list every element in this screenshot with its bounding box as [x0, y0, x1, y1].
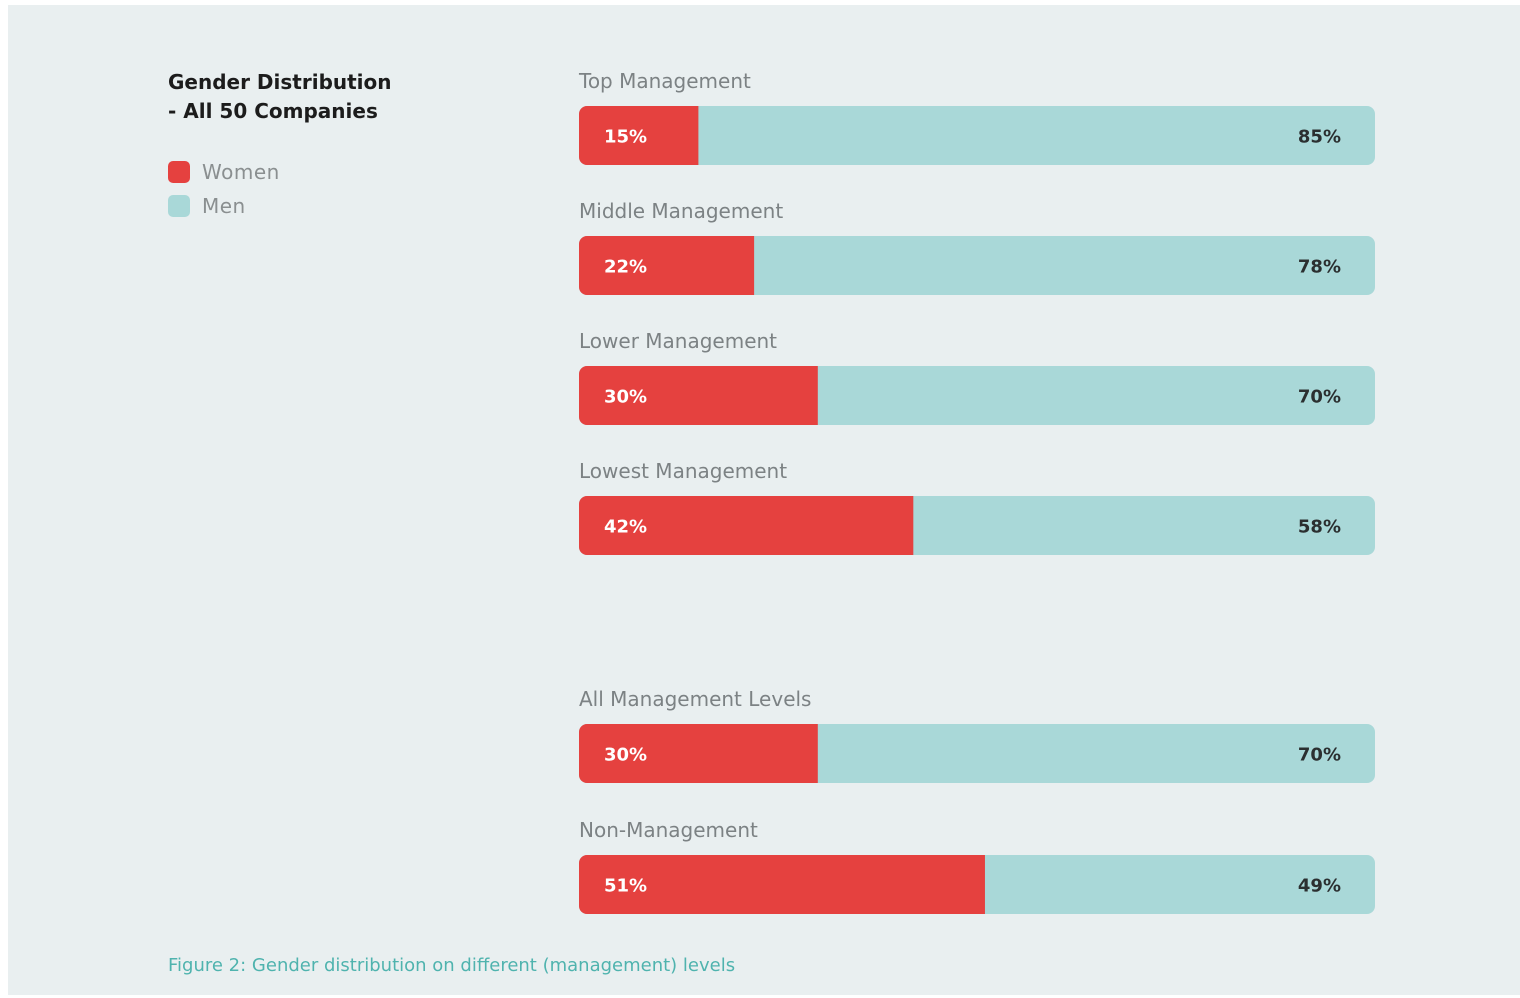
legend-label-women: Women [202, 160, 280, 184]
bar-men-top-management [579, 106, 1375, 165]
figure-caption: Figure 2: Gender distribution on differe… [168, 955, 736, 976]
value-label-men-all-management-levels: 70% [1298, 745, 1341, 766]
chart-title-line-1: Gender Distribution [168, 70, 392, 94]
value-label-women-all-management-levels: 30% [604, 745, 647, 766]
bar-men-middle-management [579, 236, 1375, 295]
bar-women-non-management [579, 855, 985, 914]
legend-item-women: Women [168, 160, 280, 184]
legend-swatch-women [168, 161, 190, 183]
value-label-women-lowest-management: 42% [604, 517, 647, 538]
legend-swatch-men [168, 195, 190, 217]
value-label-men-lowest-management: 58% [1298, 517, 1341, 538]
category-label-all-management-levels: All Management Levels [579, 687, 811, 711]
category-label-non-management: Non-Management [579, 818, 758, 842]
category-label-lower-management: Lower Management [579, 329, 777, 353]
value-label-women-top-management: 15% [604, 127, 647, 148]
bar-women-top-management [579, 106, 699, 165]
category-label-lowest-management: Lowest Management [579, 459, 787, 483]
category-label-top-management: Top Management [578, 69, 751, 93]
value-label-women-lower-management: 30% [604, 387, 647, 408]
legend-label-men: Men [202, 194, 246, 218]
value-label-men-non-management: 49% [1298, 876, 1341, 897]
chart-title: Gender Distribution - All 50 Companies [168, 68, 392, 126]
bar-women-all-management-levels [579, 724, 818, 783]
chart-title-line-2: - All 50 Companies [168, 99, 378, 123]
legend-item-men: Men [168, 194, 246, 218]
value-label-men-lower-management: 70% [1298, 387, 1341, 408]
bar-women-lowest-management [579, 496, 914, 555]
value-label-men-top-management: 85% [1298, 127, 1341, 148]
category-label-middle-management: Middle Management [579, 199, 783, 223]
value-label-women-non-management: 51% [604, 876, 647, 897]
bar-women-middle-management [579, 236, 755, 295]
bar-women-lower-management [579, 366, 818, 425]
value-label-women-middle-management: 22% [604, 257, 647, 278]
value-label-men-middle-management: 78% [1298, 257, 1341, 278]
